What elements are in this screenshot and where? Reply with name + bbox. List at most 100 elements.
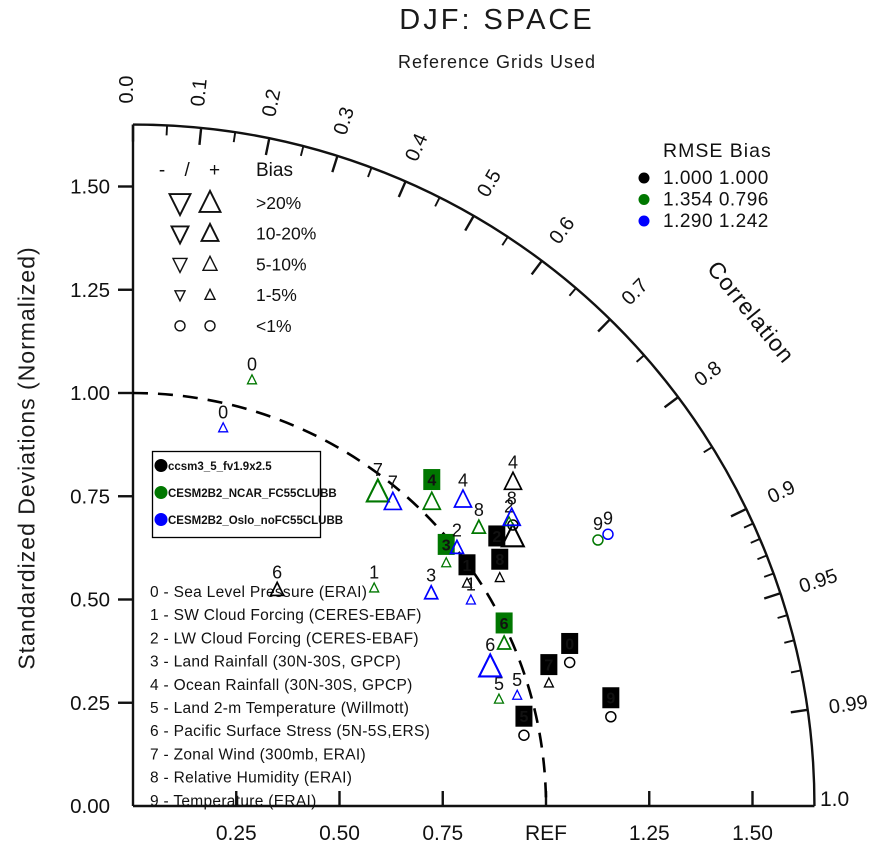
data-point-marker [503, 470, 523, 491]
data-point-marker [461, 576, 473, 588]
bias-legend-up-triangle [197, 188, 223, 213]
bias-legend-up-triangle [199, 221, 221, 242]
data-point-marker [421, 490, 442, 511]
variable-list-item: 8 - Relative Humidity (ERAI) [150, 770, 352, 787]
data-point-label-box [423, 469, 441, 491]
x-tick-label: 0.25 [216, 822, 257, 845]
model-legend: ccsm3_5_fv1.9x2.5 CESM2B2_NCAR_FC55CLUBB C… [151, 450, 343, 539]
data-point-label: 7 [388, 473, 398, 493]
bias-legend-up-triangle [201, 254, 219, 272]
data-point-label: 0 [218, 402, 228, 422]
correlation-tick [790, 669, 802, 674]
correlation-tick [501, 236, 509, 246]
model-legend-dot [154, 486, 168, 499]
data-point-label: 1 [466, 575, 476, 595]
correlation-tick [635, 354, 645, 363]
data-point-label-box [515, 705, 533, 727]
correlation-tick-label: 0.99 [828, 691, 870, 718]
correlation-tick [784, 639, 795, 644]
rmse-legend-values: 1.290 1.242 [663, 211, 769, 232]
variable-list-item: 0 - Sea Level Pressure (ERAI) [150, 584, 367, 601]
correlation-tick [331, 155, 339, 173]
data-point-marker [500, 521, 526, 548]
correlation-tick [397, 180, 407, 198]
variable-list-item: 9 - Temperature (ERAI) [150, 793, 317, 810]
x-tick-label: REF [525, 822, 567, 845]
data-point-label: 3 [442, 537, 451, 554]
bias-legend-down-triangle [169, 225, 191, 246]
data-point-marker [423, 583, 440, 600]
model-legend-dot [154, 459, 168, 472]
bias-legend-signs: - / + [159, 160, 227, 181]
correlation-tick [730, 507, 747, 518]
bias-legend-down-triangle [167, 193, 193, 218]
correlation-tick-label: 0.7 [618, 275, 653, 310]
bias-legend-circle [174, 320, 186, 332]
data-point-marker [217, 421, 229, 433]
correlation-tick-label: 0.0 [116, 76, 138, 104]
bias-legend-row-label: 1-5% [256, 285, 297, 305]
bias-legend-down-triangle [173, 290, 187, 303]
correlation-tick [777, 614, 788, 619]
correlation-tick [198, 127, 203, 146]
correlation-tick-label: 0.95 [796, 565, 840, 598]
data-point-marker [477, 652, 503, 678]
data-point-label: 7 [373, 460, 383, 480]
data-point-marker [449, 538, 465, 555]
data-point-label: 6 [485, 635, 495, 655]
rmse-legend-values: 1.000 1.000 [663, 168, 769, 189]
correlation-tick [434, 197, 441, 207]
correlation-tick [763, 592, 781, 600]
correlation-tick-label: 0.5 [473, 166, 506, 201]
y-tick-label: 0.50 [70, 589, 110, 612]
data-point-label: 8 [507, 489, 517, 509]
bias-legend-row-label: >20% [256, 193, 301, 213]
data-point-label: 5 [519, 709, 528, 726]
data-point-marker [592, 534, 604, 546]
data-point-label: 1 [369, 563, 379, 583]
correlation-tick [757, 554, 768, 561]
correlation-tick-label: 0.3 [330, 105, 359, 138]
rmse-legend-values: 1.354 0.796 [663, 190, 769, 211]
correlation-tick [703, 446, 713, 454]
correlation-tick [464, 215, 475, 232]
data-point-label-box [488, 525, 506, 547]
y-tick-label: 1.00 [70, 382, 110, 405]
x-tick-label: 0.75 [422, 822, 463, 845]
data-point-label-box [458, 554, 476, 576]
correlation-arc [132, 123, 816, 807]
correlation-tick [597, 318, 611, 333]
data-point-marker [496, 634, 512, 650]
std-axis-y: 0.00 0.25 0.50 0.75 1.00 1.25 1.50 [70, 176, 133, 818]
bias-legend-row-label: 10-20% [256, 224, 316, 244]
data-point-marker [269, 580, 286, 597]
std-axis-x: 0.25 0.50 0.75 REF 1.25 1.50 [216, 791, 773, 845]
data-point-label: 9 [593, 514, 603, 534]
model-legend-dot [154, 513, 168, 526]
correlation-tick-label: 0.8 [690, 357, 725, 391]
variable-list-item: 4 - Ocean Rainfall (30N-30S, GPCP) [150, 677, 413, 694]
model-legend-name: ccsm3_5_fv1.9x2.5 [168, 461, 272, 473]
rmse-legend-header: RMSE Bias [663, 140, 772, 162]
correlation-tick [663, 396, 679, 409]
correlation-tick-label: 0.2 [258, 87, 285, 119]
correlation-tick [750, 538, 761, 544]
correlation-tick-label: 0.4 [401, 130, 432, 164]
rmse-legend-dot [638, 215, 650, 227]
data-point-label-box [602, 687, 620, 709]
data-point-marker [368, 581, 380, 593]
data-point-label: 0 [565, 636, 574, 653]
model-legend-name: CESM2B2_Oslo_noFC55CLUBB [168, 515, 343, 527]
data-point-label: 6 [500, 616, 509, 633]
correlation-tick [165, 125, 169, 136]
bias-legend-circle [204, 320, 216, 332]
correlation-tick-label: 0.1 [187, 78, 212, 108]
data-point-marker [602, 528, 614, 541]
data-point-label: 8 [474, 500, 484, 520]
correlation-tick [530, 260, 543, 276]
data-point-label: 2 [492, 529, 501, 546]
y-tick-label: 1.25 [70, 279, 110, 302]
plot-frame [131, 123, 816, 808]
